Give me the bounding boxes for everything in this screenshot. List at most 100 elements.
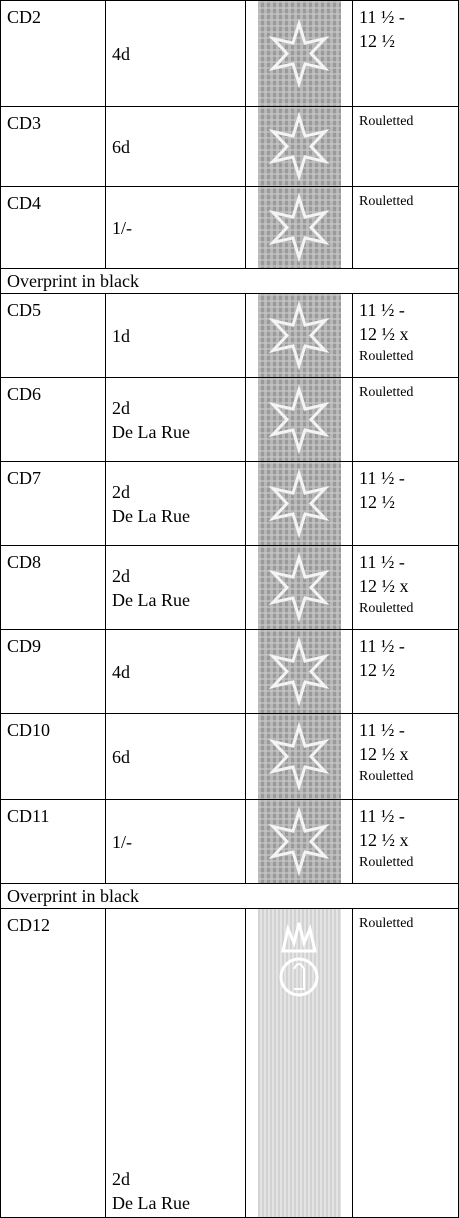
face-value: 6d bbox=[105, 713, 246, 800]
catalog-id: CD7 bbox=[0, 461, 106, 546]
watermark-image bbox=[245, 186, 353, 269]
catalog-id: CD9 bbox=[0, 629, 106, 714]
watermark-image bbox=[245, 713, 353, 800]
perf-note: Rouletted bbox=[359, 194, 414, 209]
perf-line: 12 ½ bbox=[359, 31, 395, 51]
watermark bbox=[257, 107, 341, 186]
watermark bbox=[257, 800, 341, 883]
perf-line: 11 ½ - bbox=[359, 468, 405, 488]
value-line: 4d bbox=[112, 661, 130, 682]
perforation: 11 ½ - 12 ½ x Rouletted bbox=[352, 799, 459, 884]
perforation: Rouletted bbox=[352, 377, 459, 462]
perf-line: 12 ½ x bbox=[359, 576, 409, 596]
catalog-id: CD4 bbox=[0, 186, 106, 269]
watermark-image bbox=[245, 629, 353, 714]
watermark-image bbox=[245, 461, 353, 546]
perforation: 11 ½ - 12 ½ bbox=[352, 461, 459, 546]
value-line: 6d bbox=[112, 136, 130, 157]
perforation: 11 ½ - 12 ½ bbox=[352, 0, 459, 107]
value-line: De La Rue bbox=[112, 421, 190, 442]
face-value: 1/- bbox=[105, 799, 246, 884]
face-value: 4d bbox=[105, 0, 246, 107]
catalog-id: CD6 bbox=[0, 377, 106, 462]
face-value: 2d De La Rue bbox=[105, 461, 246, 546]
perforation: Rouletted bbox=[352, 186, 459, 269]
perforation: 11 ½ - 12 ½ x Rouletted bbox=[352, 713, 459, 800]
perf-line: 11 ½ - bbox=[359, 636, 405, 656]
perf-note: Rouletted bbox=[359, 855, 414, 870]
perforation: 11 ½ - 12 ½ x Rouletted bbox=[352, 545, 459, 630]
face-value: 1/- bbox=[105, 186, 246, 269]
catalog-id: CD10 bbox=[0, 713, 106, 800]
perf-note: Rouletted bbox=[359, 769, 414, 784]
face-value: 1d bbox=[105, 293, 246, 378]
perf-line: 12 ½ x bbox=[359, 830, 409, 850]
perforation: 11 ½ - 12 ½ x Rouletted bbox=[352, 293, 459, 378]
perf-line: 11 ½ - bbox=[359, 552, 405, 572]
perf-line: 11 ½ - bbox=[359, 300, 405, 320]
perf-line: 12 ½ bbox=[359, 660, 395, 680]
watermark bbox=[257, 546, 341, 629]
stamp-row: CD11 1/- 11 ½ - 12 ½ x Rouletted bbox=[0, 799, 459, 884]
section-header: Overprint in black bbox=[0, 883, 459, 909]
stamp-row: CD3 6d Rouletted bbox=[0, 106, 459, 187]
watermark-image bbox=[245, 908, 353, 1218]
perf-line: 12 ½ x bbox=[359, 324, 409, 344]
catalog-id: CD2 bbox=[0, 0, 106, 107]
value-line: 1d bbox=[112, 325, 130, 346]
value-line: De La Rue bbox=[112, 589, 190, 610]
stamp-row: CD5 1d 11 ½ - 12 ½ x Rouletted bbox=[0, 293, 459, 378]
watermark bbox=[257, 909, 341, 1217]
stamp-row: CD12 2d De La Rue Rouletted bbox=[0, 908, 459, 1218]
perf-note: Rouletted bbox=[359, 916, 414, 931]
watermark-image bbox=[245, 0, 353, 107]
perf-line: 11 ½ - bbox=[359, 806, 405, 826]
value-line: De La Rue bbox=[112, 505, 190, 526]
watermark bbox=[257, 1, 341, 106]
value-line: 1/- bbox=[112, 831, 132, 852]
value-line: 2d bbox=[112, 565, 130, 586]
face-value: 6d bbox=[105, 106, 246, 187]
catalog-id: CD3 bbox=[0, 106, 106, 187]
watermark bbox=[257, 187, 341, 268]
value-line: 1/- bbox=[112, 217, 132, 238]
watermark-image bbox=[245, 106, 353, 187]
face-value: 2d De La Rue bbox=[105, 377, 246, 462]
stamp-row: CD7 2d De La Rue 11 ½ - 12 ½ bbox=[0, 461, 459, 546]
watermark-image bbox=[245, 293, 353, 378]
face-value: 4d bbox=[105, 629, 246, 714]
watermark bbox=[257, 378, 341, 461]
value-line: 6d bbox=[112, 746, 130, 767]
value-line: 2d bbox=[112, 1169, 130, 1189]
watermark bbox=[257, 294, 341, 377]
section-row: Overprint in black bbox=[0, 883, 459, 909]
section-row: Overprint in black bbox=[0, 268, 459, 294]
perforation: Rouletted bbox=[352, 106, 459, 187]
catalog-id: CD12 bbox=[0, 908, 106, 1218]
perf-line: 12 ½ x bbox=[359, 744, 409, 764]
watermark-image bbox=[245, 377, 353, 462]
watermark-image bbox=[245, 545, 353, 630]
watermark bbox=[257, 630, 341, 713]
stamp-row: CD2 4d 11 ½ - 12 ½ bbox=[0, 0, 459, 107]
face-value: 2d De La Rue bbox=[105, 545, 246, 630]
watermark bbox=[257, 714, 341, 799]
perforation: 11 ½ - 12 ½ bbox=[352, 629, 459, 714]
perf-note: Rouletted bbox=[359, 385, 414, 400]
value-line: 2d bbox=[112, 481, 130, 502]
watermark-image bbox=[245, 799, 353, 884]
perf-note: Rouletted bbox=[359, 601, 414, 616]
section-header: Overprint in black bbox=[0, 268, 459, 294]
value-line: De La Rue bbox=[112, 1193, 190, 1213]
stamp-row: CD8 2d De La Rue 11 ½ - 12 ½ x Rouletted bbox=[0, 545, 459, 630]
perf-note: Rouletted bbox=[359, 349, 414, 364]
perforation: Rouletted bbox=[352, 908, 459, 1218]
face-value: 2d De La Rue bbox=[105, 908, 246, 1218]
catalog-id: CD11 bbox=[0, 799, 106, 884]
perf-line: 11 ½ - bbox=[359, 720, 405, 740]
value-line: 2d bbox=[112, 397, 130, 418]
catalog-id: CD5 bbox=[0, 293, 106, 378]
stamp-row: CD4 1/- Rouletted bbox=[0, 186, 459, 269]
